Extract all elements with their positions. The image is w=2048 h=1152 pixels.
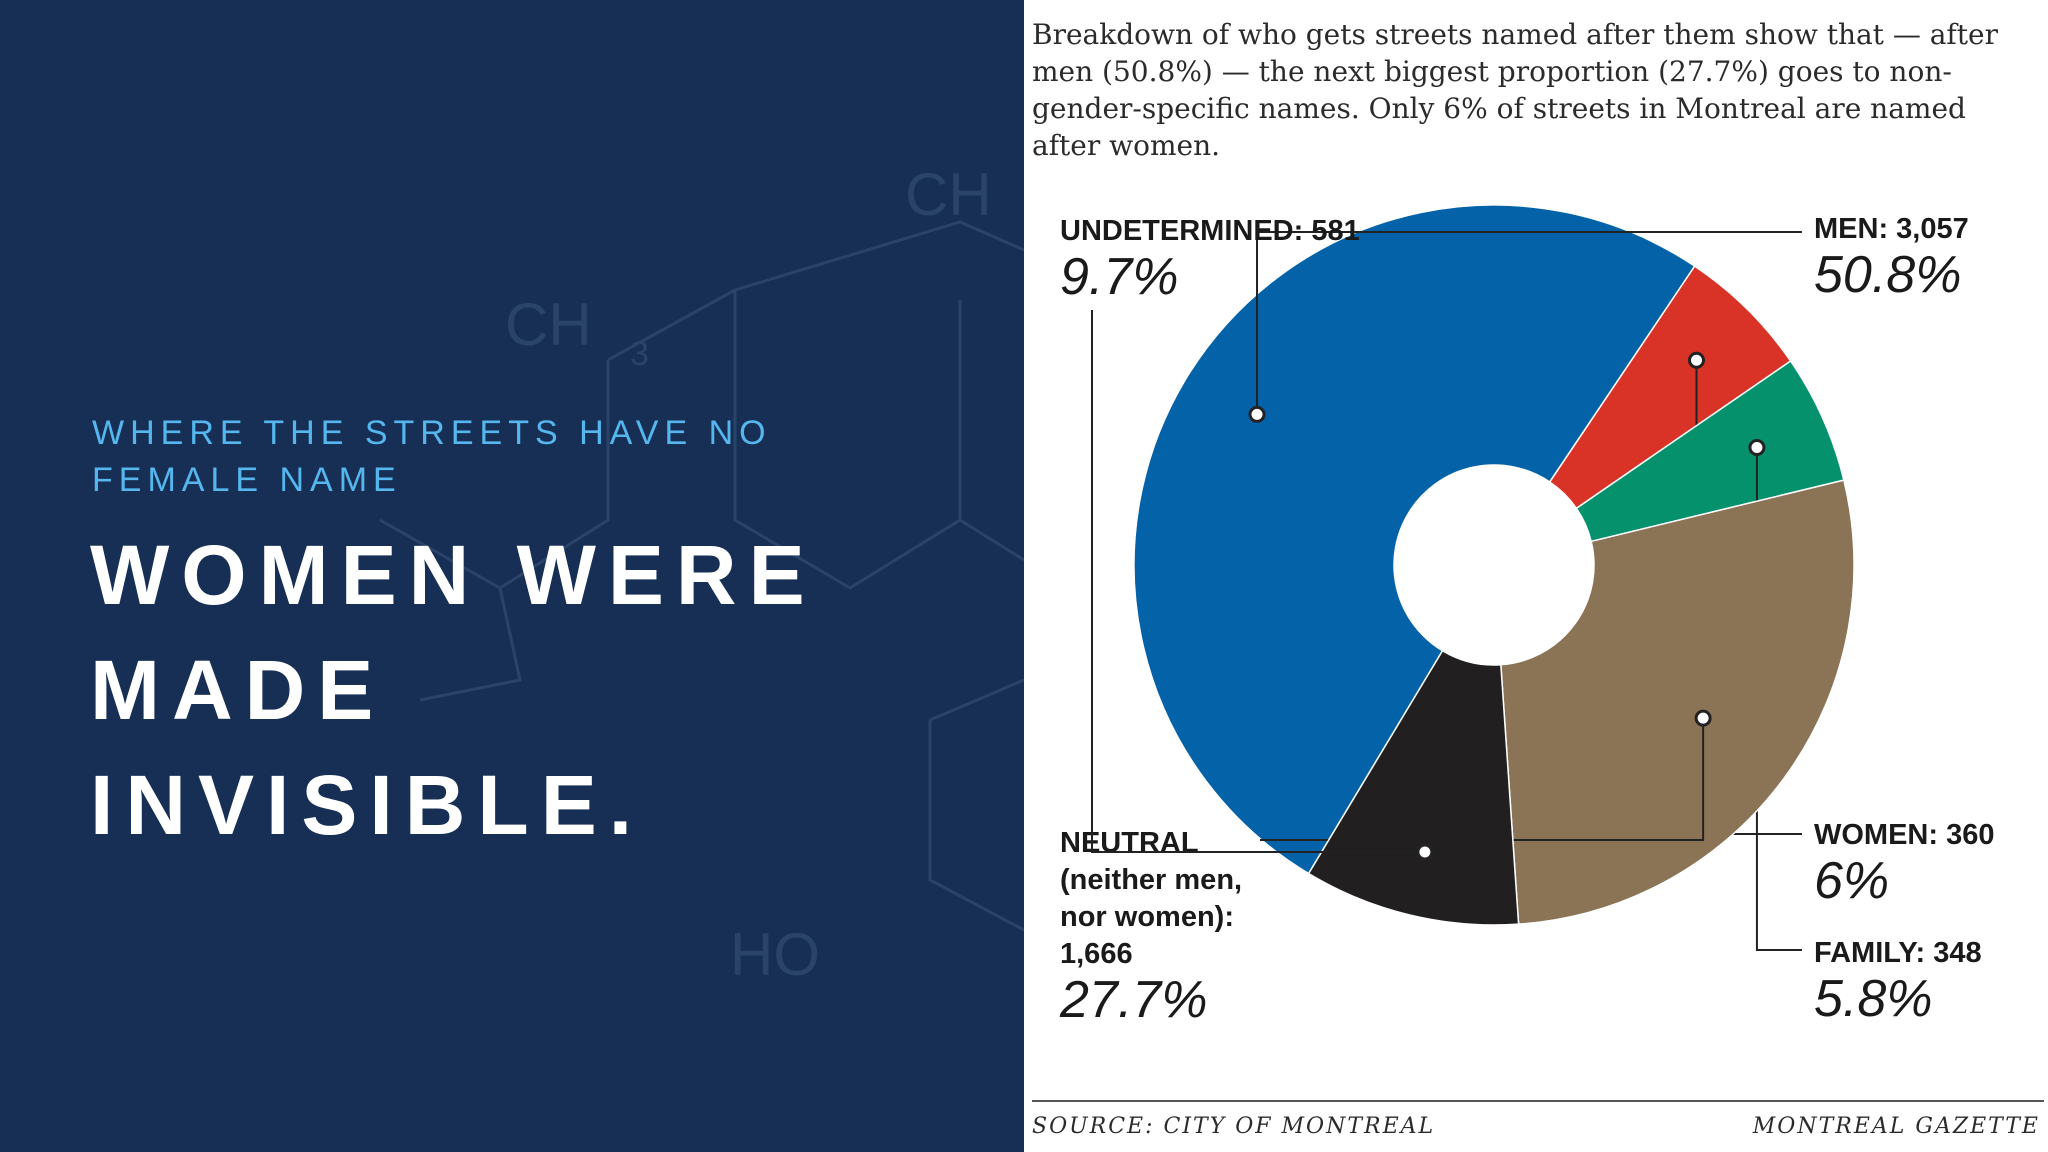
leader-dot-family: [1748, 438, 1766, 456]
leader-dot-women: [1688, 351, 1706, 369]
slide-headline: WOMEN WERE MADE INVISIBLE.: [90, 528, 817, 852]
slice-label-neutral: NEUTRAL: [1060, 827, 1199, 859]
slide-left-panel: CH CH 3 HO WHERE THE STREETS HAVE NO FEM…: [90, 161, 1024, 988]
molecule-bond-path: [928, 720, 1024, 932]
molecule-bond-path: [734, 220, 1024, 292]
molecule-bond-path: [733, 290, 962, 590]
slice-percent-undetermined: 9.7%: [1060, 248, 1179, 306]
slice-percent-men: 50.8%: [1814, 246, 1961, 304]
molecule-label: 3: [630, 335, 649, 373]
publisher-credit: MONTREAL GAZETTE: [1752, 1114, 2040, 1139]
slice-label-neutral: (neither men,: [1060, 864, 1242, 896]
source-note: SOURCE: CITY OF MONTREAL: [1032, 1114, 1436, 1139]
molecule-background-illustration: CH CH 3 HO: [379, 161, 1024, 988]
slice-label-family: FAMILY: 348: [1814, 937, 1982, 969]
slice-percent-family: 5.8%: [1814, 970, 1933, 1028]
leader-line-men: [1256, 231, 1802, 415]
leader-dot-undetermined: [1416, 843, 1434, 861]
slice-label-neutral: nor women):: [1060, 901, 1234, 933]
slice-label-neutral: 1,666: [1060, 938, 1133, 970]
molecule-bond-path: [419, 587, 522, 702]
infographic-intro: Breakdown of who gets streets named afte…: [1032, 18, 1998, 162]
slice-label-women: WOMEN: 360: [1814, 819, 1994, 851]
slice-neutral: [1500, 479, 1855, 925]
molecule-bond-path: [959, 518, 1024, 562]
molecule-bond-path: [379, 360, 610, 590]
slice-percent-neutral: 27.7%: [1059, 971, 1207, 1029]
molecule-label: HO: [730, 921, 820, 988]
leader-dot-men: [1248, 405, 1266, 423]
leader-dot-neutral: [1694, 709, 1712, 727]
slice-label-undetermined: UNDETERMINED: 581: [1060, 215, 1360, 247]
footer-rule: [1032, 1100, 2044, 1102]
molecule-label: CH: [505, 291, 592, 358]
molecule-bond-path: [607, 288, 736, 362]
slice-label-men: MEN: 3,057: [1814, 213, 1969, 245]
leader-line-undetermined: [1091, 310, 1425, 853]
slice-undetermined: [1307, 649, 1520, 926]
slice-percent-women: 6%: [1814, 852, 1889, 910]
molecule-bond-path: [929, 678, 1024, 722]
slide-kicker: WHERE THE STREETS HAVE NO FEMALE NAME: [92, 414, 772, 499]
slice-men: [1133, 204, 1696, 875]
molecule-label: CH: [905, 161, 992, 228]
infographic-panel: Breakdown of who gets streets named afte…: [1024, 0, 2048, 1152]
